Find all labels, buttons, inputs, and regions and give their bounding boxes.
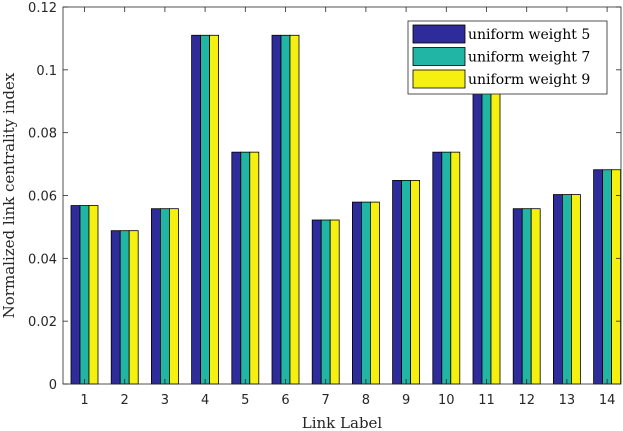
ticks-group: 00.020.040.060.080.10.121 2 3 4 5 6 7 8 9 10 11 12 1… [28, 1, 621, 408]
bar-11-series-3 [490, 88, 501, 385]
x-axis-label: Link Label [302, 414, 383, 431]
bar-8-series-2 [360, 201, 371, 385]
bar-1-series-1 [70, 205, 81, 385]
legend-swatch [412, 69, 466, 89]
bar-8-series-1 [351, 201, 362, 385]
bar-4-series-2 [200, 34, 211, 385]
bar-14-series-1 [593, 169, 603, 385]
x-tick-label: 1 [80, 393, 88, 408]
legend-label: uniform weight 5 [468, 27, 590, 43]
x-tick-label: 3 [161, 393, 169, 408]
y-tick-label: 0.12 [28, 1, 57, 16]
bar-14-series-3 [611, 169, 621, 385]
bar-6-series-3 [289, 34, 300, 385]
bar-4-series-1 [191, 34, 202, 385]
y-tick-label: 0.04 [28, 252, 57, 267]
bar-10-series-3 [450, 151, 461, 385]
x-tick-label: 11 [478, 393, 495, 408]
bar-7-series-2 [320, 219, 331, 385]
x-tick-label: 5 [241, 393, 249, 408]
bar-8-series-3 [369, 201, 380, 385]
bar-12-series-1 [512, 208, 523, 385]
y-tick-label: 0.06 [28, 190, 57, 205]
bar-6-series-2 [280, 34, 291, 385]
x-tick-label: 13 [559, 393, 576, 408]
y-tick-label: 0.1 [36, 64, 57, 79]
bar-11-series-2 [481, 88, 492, 385]
bar-13-series-2 [562, 194, 572, 385]
bar-5-series-2 [240, 151, 251, 385]
legend-swatch [412, 47, 466, 66]
bar-10-series-2 [441, 151, 452, 385]
bar-12-series-3 [530, 208, 541, 385]
bar-10-series-1 [432, 151, 443, 385]
bar-13-series-1 [553, 194, 563, 385]
x-tick-label: 14 [599, 393, 616, 408]
y-tick-label: 0.08 [28, 127, 57, 142]
bar-3-series-2 [159, 208, 170, 385]
x-tick-label: 12 [518, 393, 535, 408]
legend: uniform weight 5 uniform weight 7 uniform … [407, 20, 608, 95]
bar-9-series-1 [392, 180, 403, 385]
bar-3-series-1 [150, 208, 161, 385]
x-tick-label: 10 [438, 393, 455, 408]
bar-9-series-2 [401, 180, 412, 385]
x-tick-label: 9 [402, 393, 410, 408]
bar-7-series-1 [311, 219, 322, 385]
legend-label: uniform weight 9 [468, 72, 590, 88]
bar-3-series-3 [168, 208, 179, 385]
x-tick-label: 8 [362, 393, 370, 408]
bar-6-series-1 [271, 34, 282, 385]
y-tick-label: 0.02 [28, 315, 57, 330]
legend-label: uniform weight 7 [468, 50, 590, 66]
legend-swatch [412, 24, 466, 44]
bar-7-series-3 [329, 219, 340, 385]
bar-4-series-3 [209, 34, 220, 385]
x-tick-label: 4 [201, 393, 209, 408]
x-tick-label: 7 [322, 393, 330, 408]
bar-5-series-1 [231, 151, 242, 385]
bar-11-series-1 [472, 88, 483, 385]
bar-12-series-2 [521, 208, 532, 385]
bar-2-series-1 [110, 230, 121, 385]
bar-5-series-3 [249, 151, 260, 385]
x-tick-label: 2 [121, 393, 129, 408]
bar-13-series-3 [571, 194, 581, 385]
bar-1-series-2 [79, 205, 90, 385]
bar-2-series-2 [119, 230, 130, 385]
y-tick-label: 0 [49, 378, 57, 393]
bar-14-series-2 [602, 169, 612, 385]
x-tick-label: 6 [281, 393, 289, 408]
bar-1-series-3 [88, 205, 99, 385]
y-axis-label: Normalized link centrality index [0, 72, 18, 318]
bar-9-series-3 [410, 180, 421, 385]
bars-group [70, 34, 621, 385]
bar-2-series-3 [128, 230, 139, 385]
